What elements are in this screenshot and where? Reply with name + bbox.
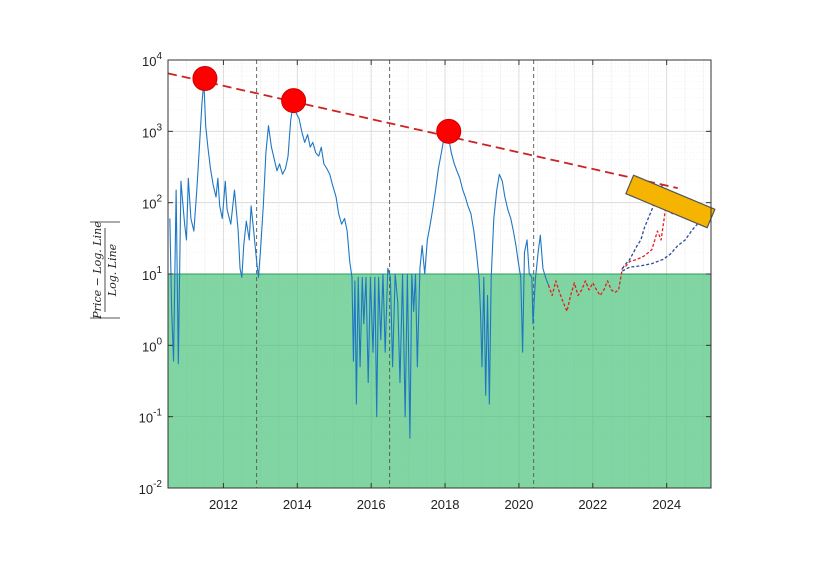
y-tick-base: 10 [142, 268, 156, 283]
axes-labels: 2012 2014 2016 2018 2020 2022 202410-210-11001… [139, 51, 682, 512]
x-tick-label: 2024 [652, 497, 681, 512]
peak-marker [436, 118, 462, 144]
y-tick-exponent: -1 [153, 408, 162, 419]
ylabel-group: Price − Log. Line Log. Line [90, 221, 120, 320]
y-tick-exponent: 3 [156, 122, 162, 133]
threshold-band [168, 273, 711, 488]
series-line-4 [622, 209, 711, 272]
peak-marker [281, 88, 307, 114]
trend-line-layer [168, 72, 678, 189]
ylabel-denominator: Log. Line [106, 243, 119, 297]
peak-marker [192, 66, 218, 92]
y-tick-base: 10 [142, 197, 156, 212]
y-tick-exponent: 0 [156, 336, 162, 347]
y-tick-label: 101 [142, 265, 162, 283]
x-tick-label: 2018 [431, 497, 460, 512]
y-tick-exponent: 2 [156, 194, 162, 205]
series-line-1 [169, 80, 549, 439]
plot-frame [167, 59, 712, 489]
y-tick-label: 102 [142, 194, 162, 212]
y-axis-label: Price − Log. Line Log. Line [90, 221, 120, 320]
y-tick-base: 10 [142, 54, 156, 69]
series-line-2 [547, 193, 679, 312]
y-tick-label: 100 [142, 336, 162, 354]
y-tick-label: 10-2 [139, 479, 163, 497]
x-tick-label: 2016 [357, 497, 386, 512]
y-tick-label: 103 [142, 122, 162, 140]
y-tick-exponent: 4 [156, 51, 162, 62]
peak-markers [192, 66, 462, 144]
y-tick-label: 10-1 [139, 408, 163, 426]
series-lines [169, 80, 711, 439]
x-tick-label: 2012 [209, 497, 238, 512]
ylabel-numerator: Price − Log. Line [91, 221, 104, 320]
y-tick-exponent: -2 [153, 479, 162, 490]
y-tick-label: 104 [142, 51, 162, 69]
y-tick-base: 10 [139, 482, 153, 497]
y-tick-base: 10 [142, 125, 156, 140]
x-tick-label: 2022 [578, 497, 607, 512]
threshold-band-fill [168, 274, 711, 488]
trend-line [168, 72, 678, 189]
series-line-3 [621, 184, 664, 269]
y-tick-base: 10 [142, 339, 156, 354]
y-tick-exponent: 1 [156, 265, 162, 276]
x-tick-label: 2020 [504, 497, 533, 512]
y-tick-base: 10 [139, 411, 153, 426]
x-tick-label: 2014 [283, 497, 312, 512]
